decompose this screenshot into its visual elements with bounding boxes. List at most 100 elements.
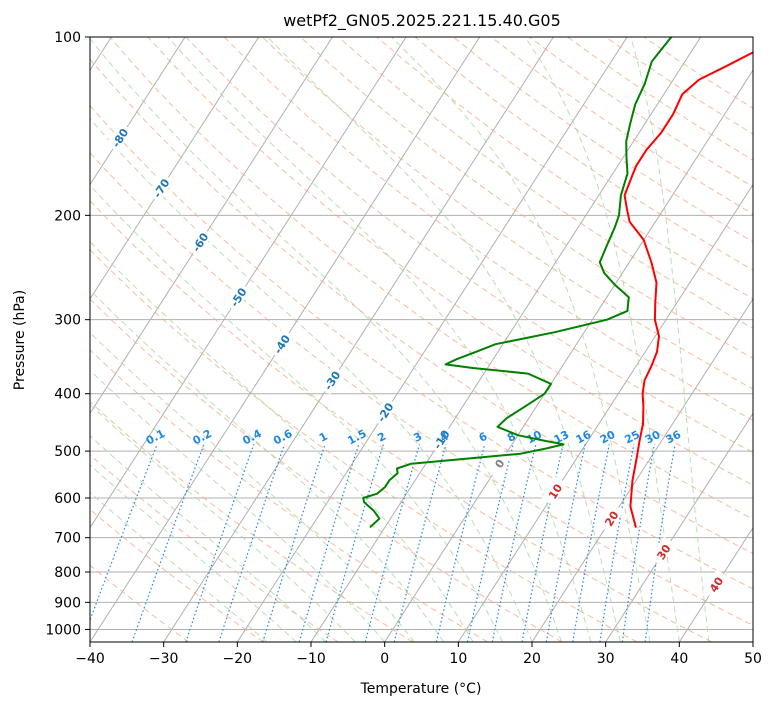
y-tick-label: 100 (54, 30, 81, 46)
isotherm-label-bg (597, 503, 624, 533)
isotherm-label-bg (371, 397, 398, 427)
dry-adiabat-line (90, 298, 563, 642)
moist-adiabat-line (267, 37, 621, 642)
isotherm-line (531, 298, 753, 642)
x-tick-label: −10 (296, 651, 326, 667)
moist-adiabat-line (90, 369, 386, 642)
moist-adiabat-line (630, 37, 710, 642)
dry-adiabat-line (300, 37, 753, 359)
x-tick-label: 10 (449, 651, 467, 667)
moist-adiabat-lines (90, 37, 710, 642)
dry-adiabat-lines (90, 37, 753, 642)
y-axis-ticks: 100 200 300 400 500 600 700 800 900 1000 (45, 30, 90, 638)
mixing-ratio-line (572, 444, 610, 642)
plot-area: -100-90-80-70-60-50-40-30-20-10010203040… (90, 37, 753, 642)
isotherm-label-bg (318, 365, 345, 395)
mixing-ratio-label: 20 (598, 428, 618, 447)
x-tick-label: −30 (149, 651, 179, 667)
dry-adiabat-line (90, 58, 753, 555)
moist-adiabat-line (90, 403, 356, 642)
y-tick-label: 200 (54, 208, 81, 224)
profile-lines (362, 37, 753, 528)
mixing-ratio-label: 16 (574, 428, 594, 447)
isotherm-line (236, 37, 628, 642)
mixing-ratio-line (599, 444, 635, 642)
dry-adiabat-line (90, 104, 753, 590)
y-tick-label: 1000 (45, 622, 81, 638)
isotherm-label-bg (427, 424, 454, 454)
mixing-ratio-line (131, 444, 205, 642)
dry-adiabat-line (90, 454, 339, 642)
chart-title: wetPf2_GN05.2025.221.15.40.G05 (283, 11, 561, 31)
y-tick-label: 800 (54, 565, 81, 581)
dry-adiabat-line (90, 248, 638, 642)
dewpoint-line (362, 37, 673, 528)
moist-adiabat-line (90, 240, 474, 642)
dry-adiabat-line (90, 349, 488, 642)
mixing-ratio-label: 10 (524, 428, 544, 447)
mixing-ratio-line (435, 444, 486, 642)
y-tick-label: 300 (54, 313, 81, 329)
isotherm-label-bg (106, 122, 133, 153)
dry-adiabat-line (261, 37, 753, 390)
isotherm-label-bg (186, 226, 213, 257)
y-tick-label: 700 (54, 531, 81, 547)
y-axis-title: Pressure (hPa) (12, 290, 28, 390)
mixing-ratio-line (466, 444, 514, 642)
mixing-ratio-line (262, 444, 326, 642)
isotherm-line (90, 37, 260, 300)
y-tick-label: 600 (54, 491, 81, 507)
mixing-ratio-label: 13 (552, 428, 572, 447)
mixing-ratio-line (364, 444, 421, 642)
y-tick-label: 900 (54, 595, 81, 611)
mixing-ratio-label: 36 (664, 428, 684, 447)
dry-adiabat-line (109, 37, 753, 520)
moist-adiabat-line (90, 118, 533, 642)
moist-adiabat-line (524, 37, 680, 642)
moist-adiabat-line (90, 331, 415, 642)
moist-adiabat-line (167, 37, 592, 642)
dry-adiabat-line (223, 37, 753, 421)
moist-adiabat-line (90, 289, 445, 642)
moist-adiabat-line (90, 435, 327, 642)
y-tick-label: 400 (54, 387, 81, 403)
isotherm-label-bg (224, 282, 251, 312)
mixing-ratio-line (644, 444, 676, 642)
isotherm-line (163, 37, 554, 642)
mixing-ratio-lines (90, 444, 676, 642)
isotherm-line (678, 526, 753, 642)
x-tick-label: 40 (670, 651, 688, 667)
isotherm-label-bg (147, 172, 174, 203)
temperature-line (623, 51, 753, 528)
mixing-ratio-line (298, 444, 360, 642)
x-axis-ticks: −40 −30 −20 −10 0 10 20 30 40 50 (75, 642, 762, 667)
dry-adiabat-line (90, 508, 264, 642)
moist-adiabat-line (90, 491, 268, 642)
mixing-ratio-label: 30 (643, 428, 663, 447)
mixing-ratio-line (621, 444, 655, 642)
x-tick-label: 50 (744, 651, 762, 667)
x-tick-label: 20 (523, 651, 541, 667)
y-tick-label: 500 (54, 444, 81, 460)
mixing-ratio-line (521, 444, 564, 642)
mixing-ratio-line (545, 444, 586, 642)
moist-adiabat-line (391, 37, 651, 642)
mixing-ratio-line (491, 444, 537, 642)
mixing-ratio-label: 25 (622, 428, 642, 447)
moist-adiabat-line (90, 38, 562, 642)
isotherm-line (90, 37, 333, 415)
plot-frame (89, 36, 754, 643)
moist-adiabat-line (90, 184, 503, 642)
moist-adiabat-line (90, 464, 297, 642)
isotherm-line (384, 69, 753, 642)
x-tick-label: 0 (380, 651, 389, 667)
x-tick-label: −40 (75, 651, 105, 667)
x-tick-label: −20 (223, 651, 253, 667)
isotherm-label-bg (541, 476, 568, 506)
dry-adiabat-line (90, 200, 712, 642)
dry-adiabat-line (90, 401, 414, 642)
isotherm-label-bg (702, 569, 729, 599)
